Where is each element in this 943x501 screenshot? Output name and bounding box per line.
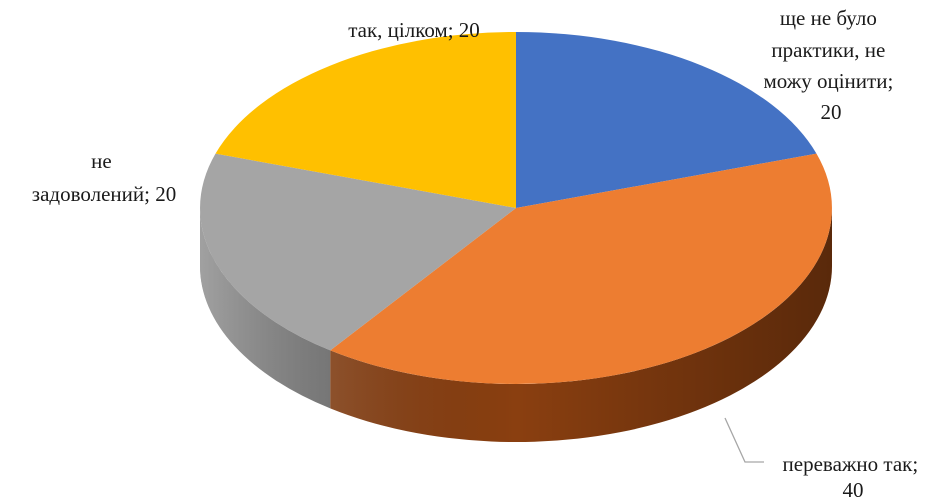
label-ne-zadovolenyi: не задоволений; 20 (32, 149, 176, 206)
slice-shche-ne-bulo-praktyky (516, 32, 817, 208)
slice-ne-zadovolenyi (200, 153, 517, 351)
slice-side-shade (200, 208, 832, 442)
pie-tops (200, 32, 832, 384)
leader-line (724, 417, 764, 463)
pie-sides (200, 208, 832, 442)
slice-tak-tsilkom (215, 32, 516, 208)
label-shche-ne-bulo-praktyky: ще не було практики, не можу оцінити; 20 (763, 6, 898, 124)
slice-perevazhno-tak (330, 153, 832, 384)
label-perevazhno-tak: переважно так; 40 (783, 452, 924, 501)
label-tak-tsilkom: так, цілком; 20 (348, 18, 480, 42)
